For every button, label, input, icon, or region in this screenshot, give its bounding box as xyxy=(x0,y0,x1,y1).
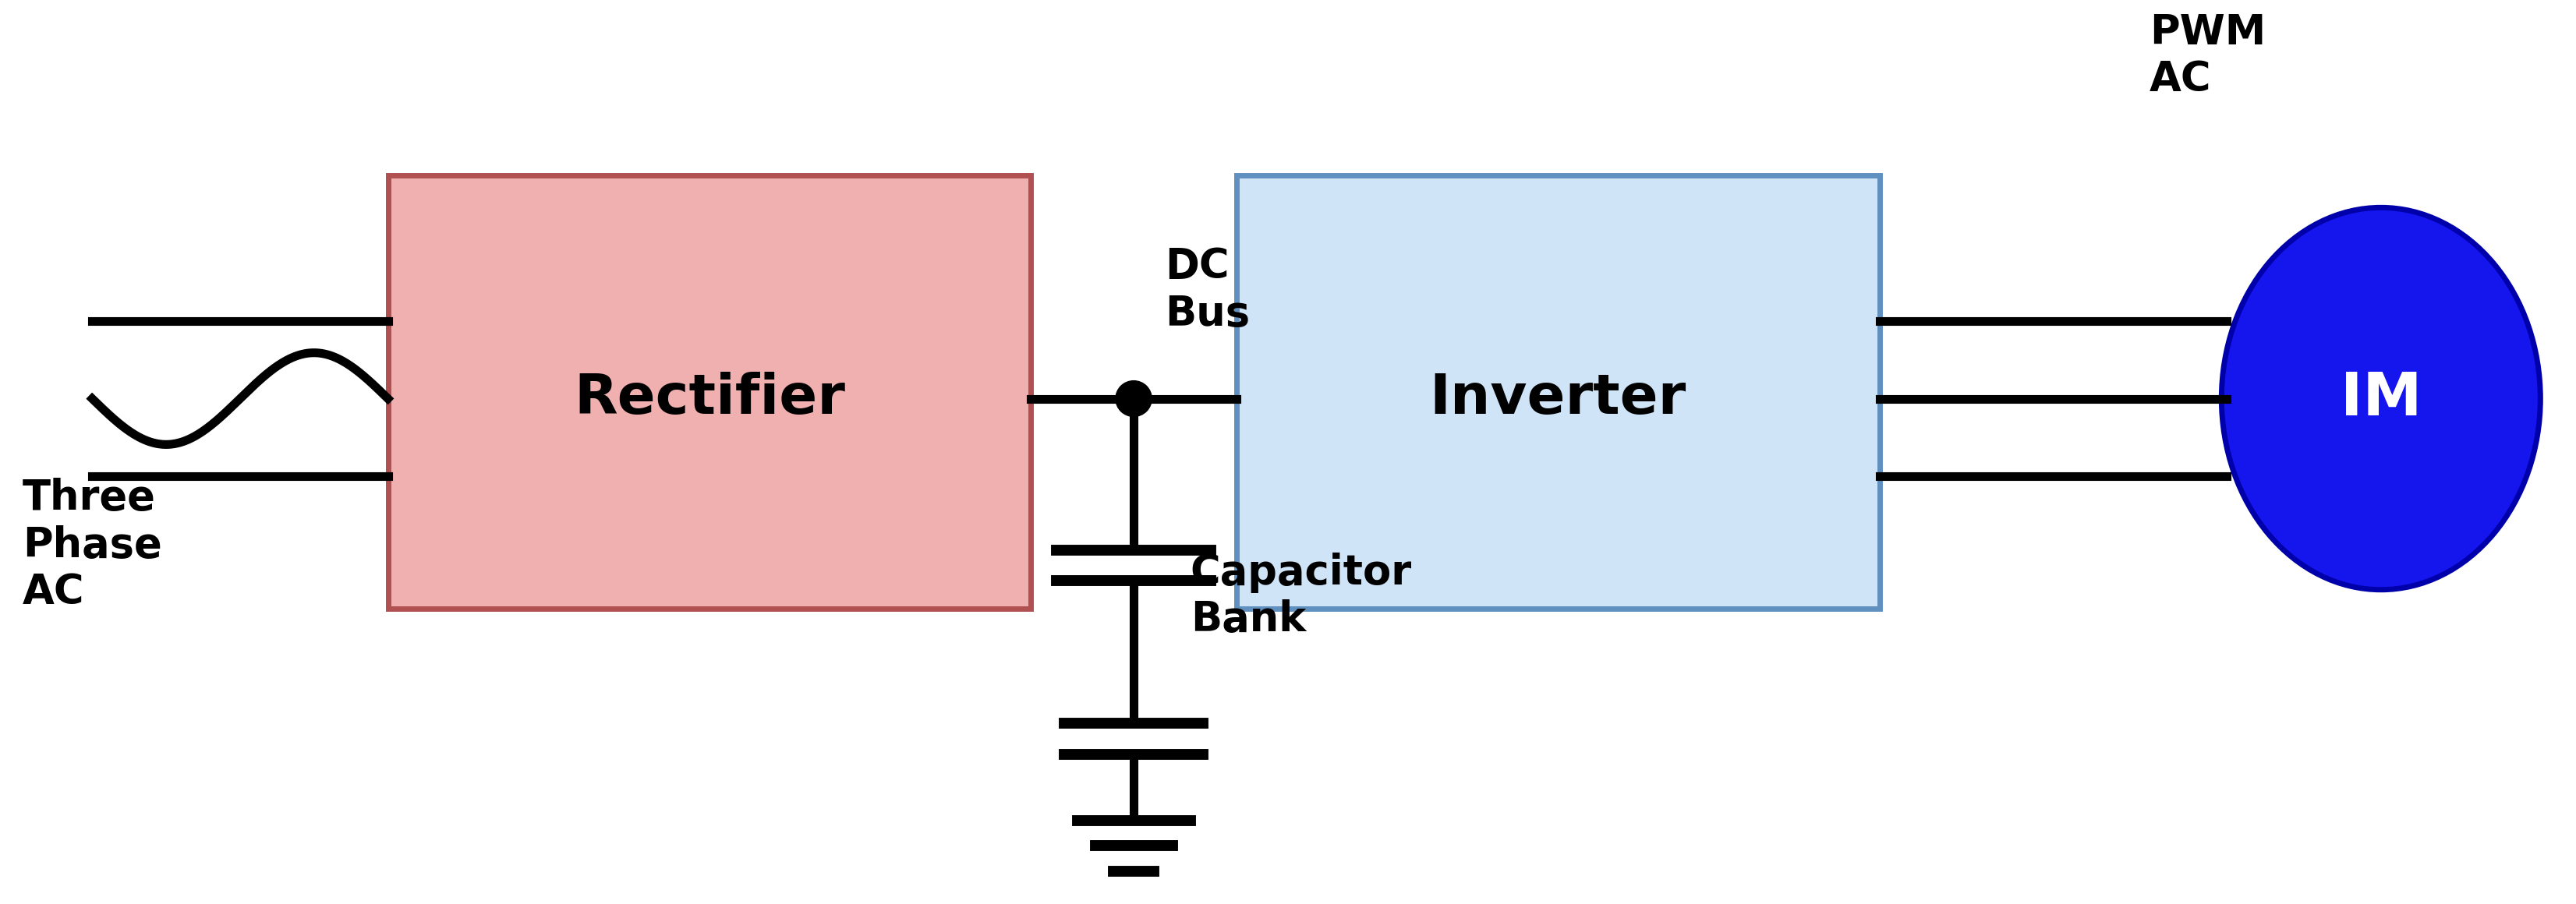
Circle shape xyxy=(1115,381,1151,417)
Text: PWM
AC: PWM AC xyxy=(2148,13,2267,99)
Text: Inverter: Inverter xyxy=(1430,372,1687,426)
Text: Rectifier: Rectifier xyxy=(574,372,845,426)
FancyBboxPatch shape xyxy=(1236,175,1880,608)
Text: Capacitor
Bank: Capacitor Bank xyxy=(1190,552,1412,640)
Text: DC
Bus: DC Bus xyxy=(1164,247,1249,334)
Text: Three
Phase
AC: Three Phase AC xyxy=(23,478,162,612)
FancyBboxPatch shape xyxy=(389,175,1030,608)
Text: IM: IM xyxy=(2339,370,2421,428)
Ellipse shape xyxy=(2221,208,2540,589)
